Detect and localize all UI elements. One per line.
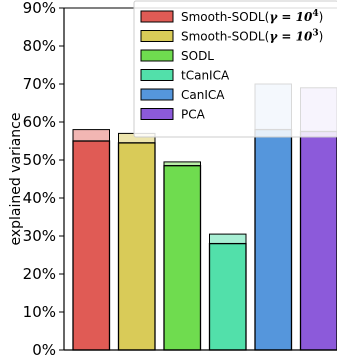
legend-swatch-3 <box>140 69 174 81</box>
bar-4 <box>254 128 293 351</box>
y-axis-title: explained variance <box>8 113 24 246</box>
bars <box>72 83 337 351</box>
bar-3 <box>208 242 247 351</box>
legend: Smooth-SODL(γ = 104) Smooth-SODL(γ = 103)… <box>133 0 337 138</box>
bar-5 <box>299 130 337 351</box>
legend-swatch-4 <box>140 88 174 101</box>
y-axis-title-group: explained variance <box>8 113 24 246</box>
legend-label-2: SODL <box>181 49 214 63</box>
legend-label-4: CanICA <box>181 88 225 102</box>
y-tick-label: 70% <box>23 75 56 93</box>
legend-swatch-5 <box>140 108 174 120</box>
legend-label-3: tCanICA <box>181 69 230 83</box>
legend-box <box>133 0 337 138</box>
y-tick-label: 90% <box>23 0 56 17</box>
y-tick-label: 50% <box>23 151 56 169</box>
legend-swatch-2 <box>140 49 174 62</box>
legend-swatch-0 <box>140 10 174 23</box>
y-tick-label: 60% <box>23 113 56 131</box>
y-tick-label: 30% <box>23 227 56 245</box>
y-tick-label: 80% <box>23 37 56 55</box>
legend-label-0: Smooth-SODL(γ = 104) <box>181 9 323 24</box>
y-tick-label: 0% <box>32 341 56 359</box>
y-tick-label: 40% <box>23 189 56 207</box>
legend-swatch-1 <box>140 30 174 42</box>
legend-label-1: Smooth-SODL(γ = 103) <box>181 29 323 44</box>
bar-upper-3 <box>209 233 247 245</box>
bar-2 <box>163 165 202 351</box>
bar-1 <box>117 142 156 351</box>
bar-upper-0 <box>72 129 110 142</box>
legend-label-5: PCA <box>181 108 206 122</box>
y-tick-label: 10% <box>23 303 56 321</box>
y-axis-ticks: 0% 10% 20% 30% 40% 50% 60% 70% 80% 90% <box>23 0 64 359</box>
bar-0 <box>72 140 111 351</box>
y-tick-label: 20% <box>23 265 56 283</box>
